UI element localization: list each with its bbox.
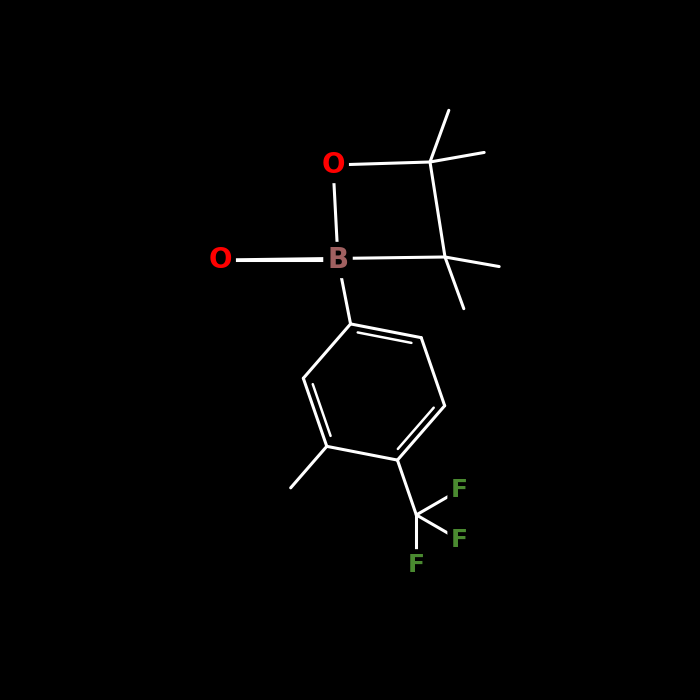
Text: O: O bbox=[321, 151, 344, 179]
Text: O: O bbox=[209, 246, 232, 274]
Text: F: F bbox=[451, 478, 468, 502]
Text: F: F bbox=[451, 528, 468, 552]
Text: B: B bbox=[328, 246, 349, 274]
Text: F: F bbox=[408, 553, 425, 577]
